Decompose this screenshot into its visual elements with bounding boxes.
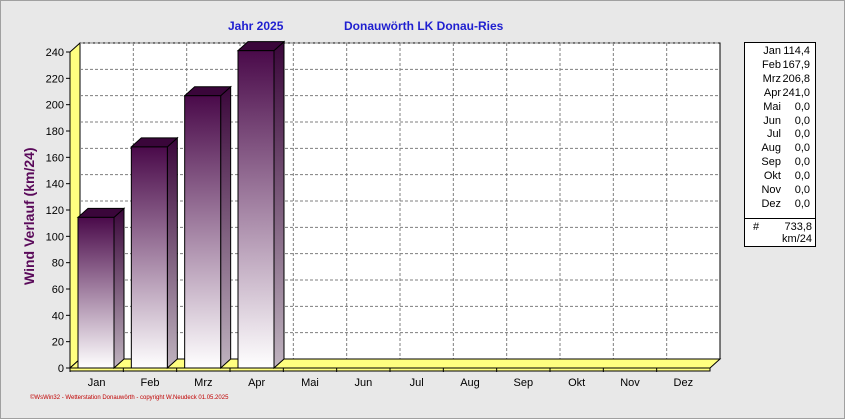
bar-apr [236, 40, 286, 370]
x-tick-label: Jul [410, 377, 424, 389]
y-tick-label: 120 [46, 205, 64, 217]
y-tick-label: 60 [52, 284, 64, 296]
legend-row: Sep 0,0 [745, 156, 813, 170]
legend-row: Jan 114,4 [745, 45, 813, 59]
legend-row: Aug 0,0 [745, 142, 813, 156]
year-title: Jahr 2025 [228, 19, 284, 33]
bar-front [77, 216, 115, 369]
legend-row: Feb 167,9 [745, 59, 813, 73]
legend-sum-value: 733,8 [784, 221, 812, 233]
legend-month: Apr [763, 86, 781, 99]
bar-front [237, 50, 275, 369]
legend-sum-unit: km/24 [782, 233, 812, 245]
station-title: Donauwörth LK Donau-Ries [344, 19, 504, 33]
x-tick-label: Nov [620, 377, 640, 389]
x-tick-label: Mrz [194, 377, 212, 389]
legend-row: Apr 241,0 [745, 87, 813, 101]
legend-month: Sep [761, 156, 781, 169]
bar-feb [130, 136, 179, 370]
y-tick-label: 220 [46, 73, 64, 85]
x-tick-label: Sep [514, 377, 534, 389]
legend-value: 114,4 [783, 45, 810, 57]
legend-value: 0,0 [794, 114, 810, 127]
legend-month: Dez [761, 197, 781, 210]
x-tick-label: Jun [354, 377, 372, 389]
legend-value: 167,9 [782, 58, 810, 71]
legend-value: 0,0 [794, 197, 810, 210]
copyright-footer: ©WsWin32 - Wetterstation Donauwörth - co… [30, 395, 229, 401]
bars [76, 40, 286, 370]
legend-value: 0,0 [794, 156, 810, 169]
legend-row: Okt 0,0 [745, 170, 813, 184]
legend-value: 206,8 [782, 72, 810, 85]
x-tick-label: Feb [141, 377, 160, 389]
y-tick-label: 20 [52, 337, 64, 349]
legend-month: Okt [763, 170, 781, 183]
axes: 0 20 40 60 80 100 120 140 160 180 200 220 240 Jan Feb M… [46, 47, 710, 389]
legend-month: Jun [763, 114, 781, 127]
x-tick-label: Apr [248, 377, 265, 389]
y-tick-label: 240 [46, 47, 64, 59]
x-tick-label: Okt [568, 377, 585, 389]
bar-side [220, 85, 232, 370]
legend-month: Mai [763, 100, 781, 113]
bar-side [273, 40, 285, 370]
x-tick-label: Jan [88, 377, 106, 389]
y-tick-label: 180 [46, 126, 64, 138]
legend-row: Dez 0,0 [745, 198, 813, 212]
y-tick-label: 40 [52, 310, 64, 322]
y-tick-label: 80 [52, 258, 64, 270]
monthly-values-legend: Jan 114,4 Feb 167,9 Mrz 206,8 Apr 241,0 Mai 0,0 Ju… [744, 42, 816, 247]
legend-value: 0,0 [794, 142, 810, 155]
bar-front [184, 95, 222, 369]
y-tick-label: 100 [46, 231, 64, 243]
y-tick-label: 160 [46, 152, 64, 164]
x-tick-label: Dez [674, 377, 694, 389]
legend-row: Jul 0,0 [745, 128, 813, 142]
legend-row: Nov 0,0 [745, 184, 813, 198]
legend-row: Mai 0,0 [745, 101, 813, 115]
bar-mrz [183, 85, 232, 370]
legend-value: 0,0 [794, 184, 810, 196]
legend-divider [745, 218, 815, 219]
y-tick-label: 200 [46, 100, 64, 112]
bar-front [130, 146, 168, 369]
legend-value: 0,0 [794, 128, 810, 141]
y-tick-label: 0 [58, 363, 64, 375]
legend-month: Jul [766, 128, 781, 141]
x-tick-label: Aug [460, 377, 480, 389]
bar-jan [76, 207, 126, 370]
bar-side [166, 136, 178, 370]
legend-month: Jan [763, 45, 781, 57]
x-tick-label: Mai [301, 377, 319, 389]
bar-side [113, 207, 125, 370]
legend-sum-symbol: # [753, 221, 760, 233]
legend-value: 0,0 [794, 170, 810, 183]
y-tick-label: 140 [46, 179, 64, 191]
legend-row: Mrz 206,8 [745, 73, 813, 87]
legend-month: Nov [761, 184, 781, 196]
legend-value: 0,0 [794, 100, 810, 113]
legend-value: 241,0 [782, 86, 810, 99]
legend-month: Aug [761, 142, 781, 155]
legend-month: Feb [762, 58, 781, 71]
legend-row: Jun 0,0 [745, 115, 813, 129]
legend-month: Mrz [762, 72, 781, 85]
